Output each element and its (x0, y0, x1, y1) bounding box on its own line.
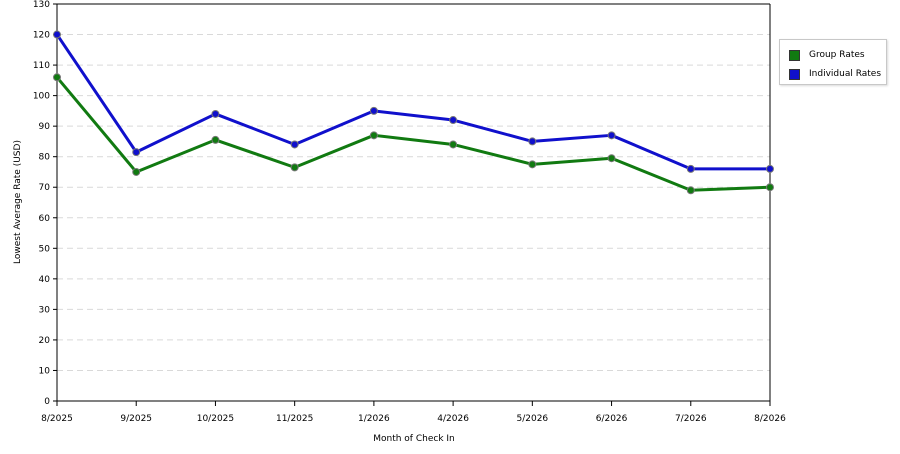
x-tick-label: 8/2025 (41, 414, 73, 424)
legend-item-group: Group Rates (789, 48, 865, 62)
x-tick-label: 6/2026 (596, 414, 628, 424)
data-point-individual-rates (369, 106, 378, 115)
y-tick-label: 0 (44, 397, 50, 407)
data-point-individual-rates (53, 30, 61, 39)
data-point-group-rates (607, 154, 616, 163)
x-tick-label: 5/2026 (516, 414, 548, 424)
y-tick-label: 130 (33, 0, 50, 10)
y-tick-label: 10 (39, 366, 51, 376)
x-tick-label: 10/2025 (197, 414, 234, 424)
data-point-group-rates (449, 140, 458, 149)
x-axis-title: Month of Check In (373, 434, 455, 444)
legend-item-individual: Individual Rates (789, 67, 881, 81)
data-point-group-rates (53, 73, 61, 82)
x-tick-label: 8/2026 (754, 414, 786, 424)
data-point-group-rates (132, 167, 141, 176)
data-point-individual-rates (607, 131, 616, 140)
x-tick-label: 1/2026 (358, 414, 390, 424)
y-axis-title: Lowest Average Rate (USD) (13, 140, 23, 264)
legend-swatch-group (789, 49, 800, 61)
y-tick-label: 80 (39, 153, 51, 163)
gridlines (57, 34, 770, 371)
data-point-group-rates (369, 131, 378, 140)
data-point-individual-rates (449, 116, 458, 125)
data-point-individual-rates (211, 109, 220, 118)
data-point-individual-rates (132, 148, 141, 157)
data-point-individual-rates (686, 164, 695, 173)
y-tick-label: 20 (39, 336, 51, 346)
y-tick-label: 120 (33, 31, 50, 41)
data-point-group-rates (290, 163, 299, 172)
x-tick-label: 4/2026 (437, 414, 469, 424)
legend-label-individual: Individual Rates (809, 69, 882, 79)
data-point-group-rates (211, 135, 220, 144)
y-tick-label: 90 (39, 122, 51, 132)
x-tick-label: 9/2025 (120, 414, 152, 424)
y-tick-label: 110 (33, 61, 50, 71)
data-point-group-rates (528, 160, 537, 169)
legend-swatch-individual (789, 68, 800, 80)
y-tick-label: 70 (39, 183, 51, 193)
x-tick-label: 7/2026 (675, 414, 707, 424)
y-tick-label: 30 (39, 305, 51, 315)
data-point-individual-rates (290, 140, 299, 149)
data-point-group-rates (686, 186, 695, 195)
y-tick-label: 60 (39, 214, 51, 224)
data-point-individual-rates (766, 164, 774, 173)
legend-label-group: Group Rates (809, 50, 865, 60)
data-point-individual-rates (528, 137, 537, 146)
x-tick-label: 11/2025 (276, 414, 313, 424)
y-tick-label: 100 (33, 92, 50, 102)
data-point-group-rates (766, 183, 774, 192)
series-line-group-rates (55, 76, 771, 192)
y-tick-label: 50 (39, 244, 51, 254)
series-line-individual-rates (55, 33, 770, 171)
axes: 0 10 20 30 40 50 60 70 80 90 100 110 120 130 8/2025 9/2… (33, 0, 786, 424)
y-tick-label: 40 (39, 275, 51, 285)
legend: Group Rates Individual Rates (779, 39, 887, 85)
series-lines (53, 30, 774, 195)
